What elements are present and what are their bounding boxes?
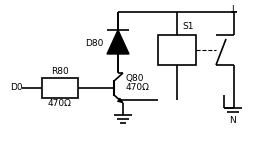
Text: S1: S1 — [183, 22, 194, 31]
Bar — [158, 35, 196, 65]
Text: L: L — [232, 5, 236, 14]
Text: D80: D80 — [86, 40, 104, 48]
Bar — [42, 78, 78, 98]
Text: N: N — [230, 116, 236, 125]
Text: D0: D0 — [10, 84, 23, 93]
Text: R80: R80 — [51, 67, 69, 76]
Polygon shape — [107, 30, 129, 54]
Text: 470Ω: 470Ω — [126, 84, 150, 93]
Text: 470Ω: 470Ω — [48, 99, 72, 108]
Text: Q80: Q80 — [126, 74, 145, 82]
